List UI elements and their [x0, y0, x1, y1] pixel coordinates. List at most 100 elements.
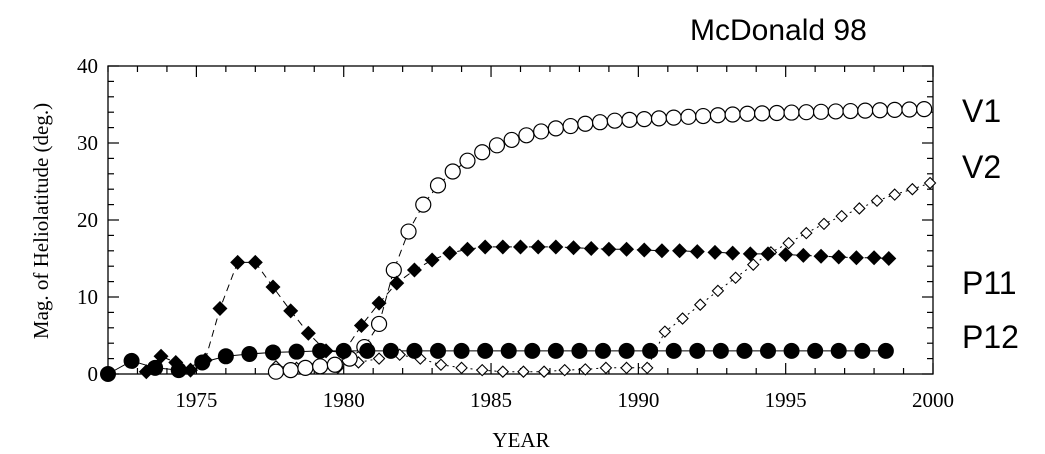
data-point-v2 — [558, 363, 571, 377]
data-point-v2 — [455, 361, 468, 375]
series-line-p12 — [107, 350, 886, 375]
data-point-v1 — [724, 106, 741, 123]
data-point-p12 — [760, 342, 776, 359]
data-point-v1 — [901, 101, 918, 118]
data-point-p12 — [453, 342, 470, 359]
data-point-p12 — [854, 342, 871, 359]
data-point-p11 — [389, 275, 405, 291]
y-tick-label: 10 — [77, 285, 98, 309]
data-point-p11 — [530, 239, 546, 255]
data-point-p11 — [548, 239, 564, 255]
data-point-p12 — [712, 342, 729, 359]
data-point-v1 — [739, 105, 756, 122]
data-point-p11 — [848, 250, 864, 266]
data-point-v2 — [434, 358, 448, 372]
data-point-p11 — [672, 243, 688, 259]
data-point-p11 — [881, 251, 897, 266]
x-axis-label: YEAR — [492, 428, 549, 452]
data-point-p12 — [689, 342, 706, 359]
data-point-p11 — [230, 254, 246, 270]
data-point-p12 — [807, 342, 824, 359]
data-point-v1 — [503, 131, 520, 149]
data-point-v2 — [906, 182, 919, 196]
series-side-labels: V1 V2 P11 P12 — [962, 93, 1019, 355]
axis-ticks: 1975 1980 1985 1990 1995 2000 0 10 20 30 40 — [77, 54, 954, 412]
data-point-p12 — [830, 342, 847, 359]
data-point-v1 — [754, 105, 771, 122]
data-point-p11 — [725, 245, 741, 261]
data-point-p12 — [241, 345, 258, 362]
data-point-p12 — [547, 342, 564, 359]
data-point-v1 — [842, 102, 859, 120]
data-point-p12 — [123, 352, 140, 369]
data-point-v1 — [812, 103, 830, 120]
data-point-v1 — [606, 112, 623, 129]
data-point-p12 — [170, 362, 187, 379]
data-point-v1 — [385, 261, 402, 279]
data-point-p11 — [742, 246, 758, 262]
data-point-p11 — [153, 348, 169, 364]
data-point-v1 — [577, 115, 594, 132]
data-point-v2 — [496, 365, 510, 378]
x-tick-label: 2000 — [912, 388, 954, 412]
data-point-p12 — [194, 354, 211, 371]
data-point-p11 — [866, 250, 882, 266]
data-point-p11 — [371, 295, 387, 311]
data-point-p12 — [288, 343, 305, 360]
data-point-p11 — [442, 245, 458, 261]
data-point-p11 — [707, 244, 723, 260]
data-point-p11 — [760, 246, 776, 262]
data-point-v1 — [636, 111, 653, 128]
data-point-v1 — [871, 102, 889, 119]
data-point-v1 — [886, 101, 903, 118]
data-point-v2 — [835, 209, 848, 223]
data-point-p12 — [335, 342, 352, 359]
data-point-v1 — [650, 110, 668, 127]
series-label-v1: V1 — [962, 93, 1001, 129]
data-point-v1 — [267, 363, 285, 380]
data-point-v2 — [676, 312, 689, 325]
data-point-p11 — [601, 241, 617, 257]
data-point-p12 — [524, 342, 541, 359]
data-point-v2 — [800, 226, 813, 240]
data-point-v1 — [282, 362, 299, 379]
data-point-p11 — [406, 262, 422, 278]
series-markers — [100, 101, 937, 382]
data-point-p11 — [636, 242, 652, 258]
data-point-v1 — [518, 127, 535, 144]
data-point-v2 — [729, 271, 742, 285]
y-tick-label: 20 — [77, 208, 98, 232]
data-point-v1 — [857, 102, 874, 119]
data-point-v1 — [665, 109, 682, 126]
data-point-p12 — [783, 342, 800, 359]
data-point-v1 — [459, 152, 476, 169]
data-point-p11 — [583, 240, 599, 256]
series-label-p12: P12 — [962, 319, 1019, 355]
data-point-p12 — [595, 342, 611, 359]
data-point-v2 — [640, 361, 654, 375]
data-point-v1 — [326, 356, 343, 373]
data-point-p11 — [831, 249, 847, 265]
x-tick-label: 1985 — [470, 388, 512, 412]
data-point-p11 — [619, 241, 635, 257]
data-point-v1 — [312, 358, 329, 375]
data-point-p12 — [100, 366, 116, 382]
series-line-v1 — [275, 108, 925, 373]
data-point-p12 — [571, 342, 588, 359]
data-point-v1 — [798, 104, 815, 121]
y-tick-label: 40 — [77, 54, 98, 78]
data-point-v2 — [537, 365, 551, 378]
data-point-p11 — [689, 244, 705, 260]
data-point-v2 — [599, 361, 613, 375]
data-point-p11 — [778, 247, 794, 263]
data-point-p12 — [312, 342, 329, 359]
data-point-p12 — [736, 342, 753, 359]
data-point-p12 — [265, 344, 281, 361]
x-tick-label: 1975 — [175, 388, 217, 412]
data-point-p12 — [217, 348, 234, 365]
data-point-v1 — [400, 223, 417, 240]
data-point-p11 — [495, 239, 511, 255]
data-point-v1 — [474, 144, 491, 161]
data-point-p11 — [265, 279, 281, 295]
data-point-p12 — [642, 342, 659, 359]
